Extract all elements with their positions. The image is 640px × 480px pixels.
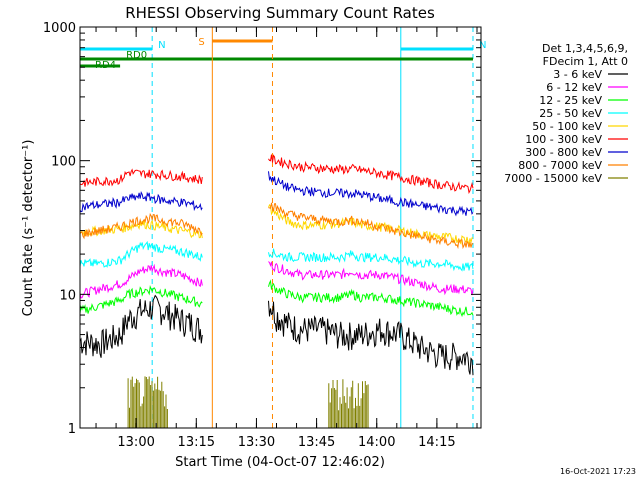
flag-label-n: N: [479, 40, 486, 51]
series-line-2: [79, 279, 474, 318]
series-line-5: [79, 154, 474, 194]
x-tick-label: 14:15: [418, 435, 455, 450]
legend-label-2: 12 - 25 keV: [539, 94, 602, 107]
y-axis-label: Count Rate (s⁻¹ detector⁻¹): [21, 140, 36, 317]
flag-label-rd0: RD0: [126, 50, 147, 61]
legend-label-5: 100 - 300 keV: [525, 133, 602, 146]
series-line-8: [127, 376, 369, 428]
series-line-0: [79, 294, 474, 376]
x-tick-label: 13:30: [238, 435, 275, 450]
x-tick-label: 14:00: [358, 435, 395, 450]
footer-timestamp: 16-Oct-2021 17:23: [560, 467, 636, 476]
x-tick-label: 13:45: [298, 435, 335, 450]
flag-label-n: N: [158, 40, 165, 51]
flag-label-s: S: [198, 37, 204, 48]
legend-header-line-1: Det 1,3,4,5,6,9,: [542, 42, 628, 55]
x-axis-label: Start Time (04-Oct-07 12:46:02): [175, 455, 385, 470]
y-tick-label: 10: [59, 288, 76, 303]
legend-label-8: 7000 - 15000 keV: [504, 172, 602, 185]
legend-label-0: 3 - 6 keV: [553, 68, 602, 81]
y-tick-label: 100: [51, 155, 76, 170]
series-line-6: [79, 171, 474, 217]
plot-frame: [79, 26, 482, 429]
legend-header-line-2: FDecim 1, Att 0: [543, 55, 628, 68]
series-line-7: [79, 202, 474, 250]
series-line-3: [79, 240, 474, 272]
legend-label-7: 800 - 7000 keV: [518, 159, 602, 172]
x-tick-label: 13:15: [178, 435, 215, 450]
x-tick-label: 13:00: [117, 435, 154, 450]
legend-label-3: 25 - 50 keV: [539, 107, 602, 120]
y-tick-label: 1000: [43, 21, 76, 36]
chart-title: RHESSI Observing Summary Count Rates: [125, 4, 435, 22]
y-tick-label: 1: [68, 422, 76, 437]
flag-label-rd4: RD4: [95, 60, 116, 71]
legend-label-6: 300 - 800 keV: [525, 146, 602, 159]
legend-label-1: 6 - 12 keV: [546, 81, 602, 94]
series-line-1: [79, 261, 474, 299]
legend-label-4: 50 - 100 keV: [532, 120, 602, 133]
